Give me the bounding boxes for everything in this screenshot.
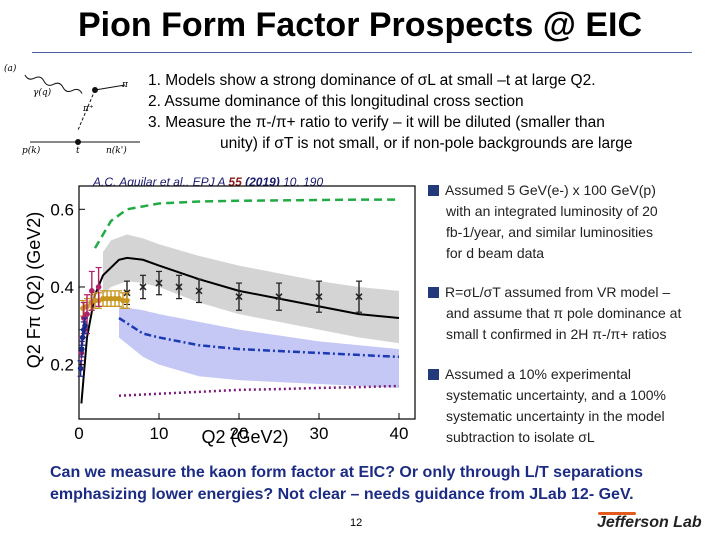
data-point [100,295,106,302]
x-tick-label: 40 [390,424,409,443]
data-point [108,295,114,302]
line-purple-dotted [118,384,400,397]
data-point [89,288,95,294]
diagram-panel-label: (a) [4,64,17,74]
x-tick-label: 0 [74,424,83,443]
diagram-label-photon: γ(q) [33,88,52,98]
data-point [124,297,130,304]
jefferson-lab-logo: Jefferson Lab [597,514,702,531]
diagram-label-pion-plus: π⁺ [83,104,94,114]
diagram-label-pion: π [122,80,128,90]
data-point [84,311,90,317]
point-3: 3. Measure the π-/π+ ratio to verify – i… [148,114,605,131]
point-3-continued: unity) if σT is not small, or if non-pol… [220,135,633,152]
data-point [112,295,118,302]
data-point [139,283,147,291]
bullet-marker-icon [428,287,439,298]
data-point [275,293,283,301]
y-tick-label: 0.2 [50,356,74,375]
data-point [355,293,363,301]
diagram-label-proton: p(k) [22,146,41,156]
line-green-dashed [93,198,399,249]
y-axis-label: Q2 Fπ (Q2) (GeV2) [24,212,44,368]
bullet-marker-icon [428,185,439,196]
band-gray-band [103,234,399,344]
data-point [92,297,98,304]
data-point [235,293,243,301]
bullet-marker-icon [428,369,439,380]
data-point [95,284,102,290]
numbered-points: 1. Models show a strong dominance of σL … [148,70,632,154]
diagram-label-neutron: n(k') [106,146,127,156]
title-divider [32,52,692,53]
point-2: 2. Assume dominance of this longitudinal… [148,93,524,110]
line-blue-dashdot [118,316,400,359]
data-point [315,293,323,301]
data-point [82,323,88,329]
closing-question: Can we measure the kaon form factor at E… [50,464,643,503]
bullet-2: R=σL/σT assumed from VR model – and assu… [428,282,681,345]
form-factor-chart: 0 10 20 30 40 0.2 0.4 0.6 Q2 Fπ (Q2) (GeV2) Q2 … [24,185,416,447]
data-point [155,279,163,287]
diagram-label-t: t [76,146,80,156]
data-point [120,297,126,304]
feynman-diagram [24,74,140,145]
x-axis-label: Q2 (GeV2) [201,427,288,447]
y-tick-label: 0.4 [50,278,74,297]
bullet-3: Assumed a 10% experimental systematic un… [428,364,666,448]
x-tick-label: 10 [150,424,169,443]
slide-title: Pion Form Factor Prospects @ EIC [77,6,643,44]
point-1: 1. Models show a strong dominance of σL … [148,72,596,89]
data-point [79,346,85,352]
band-blue-band [119,306,399,388]
y-tick-label: 0.6 [50,200,74,219]
page-number: 12 [350,517,363,529]
x-tick-label: 20 [230,424,249,443]
data-point [195,287,203,295]
data-point [77,365,84,372]
data-point [175,283,183,291]
logo-swoosh-icon [598,512,636,515]
data-point [104,295,110,302]
bullet-1: Assumed 5 GeV(e-) x 100 GeV(p) with an i… [428,180,658,264]
x-tick-label: 30 [310,424,329,443]
